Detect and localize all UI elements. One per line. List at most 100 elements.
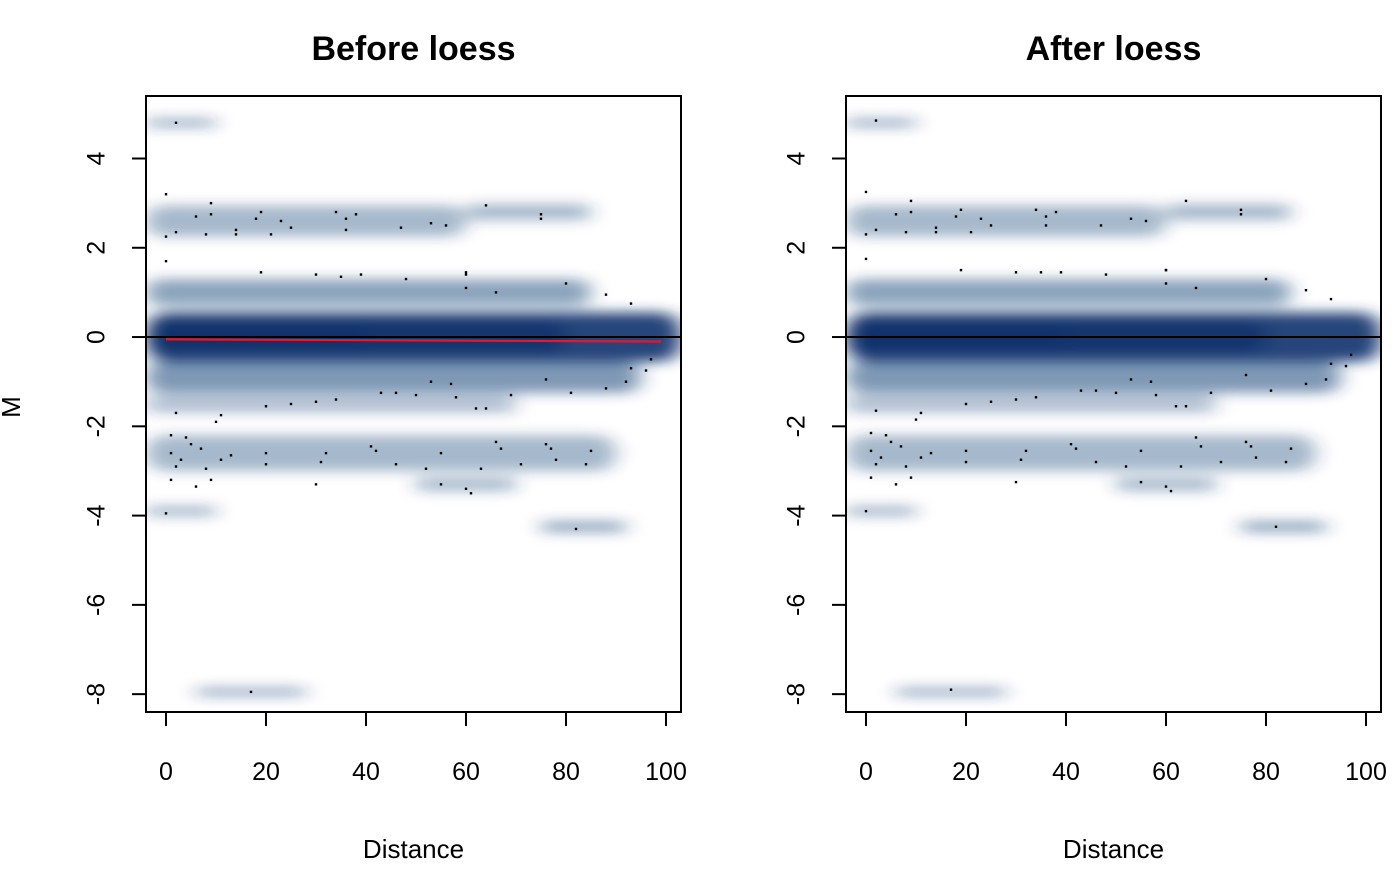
data-point: [444, 224, 448, 227]
data-point: [874, 409, 878, 412]
density-cluster-11: [146, 118, 216, 128]
data-point: [319, 460, 323, 464]
data-point: [1349, 353, 1353, 357]
data-point: [1274, 525, 1278, 528]
data-point: [174, 465, 178, 468]
density-cluster-13: [541, 521, 626, 533]
data-point: [1264, 277, 1268, 281]
data-point: [1044, 224, 1048, 227]
data-point: [1059, 271, 1063, 274]
data-point: [934, 226, 938, 229]
data-point: [1099, 224, 1103, 227]
data-point: [1104, 273, 1108, 276]
data-point: [954, 215, 958, 218]
density-cluster-10: [1116, 477, 1216, 492]
data-point: [1344, 364, 1348, 368]
data-point: [1079, 389, 1083, 392]
x-tick-label: 100: [1345, 758, 1387, 786]
data-point: [554, 458, 558, 461]
data-point: [1144, 219, 1148, 223]
data-point: [249, 690, 253, 694]
data-point: [1034, 396, 1038, 399]
density-cluster-14: [896, 687, 1006, 697]
data-point: [209, 213, 213, 216]
data-point: [864, 233, 868, 236]
data-point: [1174, 405, 1178, 408]
data-point: [544, 442, 548, 446]
x-tick-label: 80: [552, 758, 580, 786]
density-cluster-9: [846, 395, 1216, 413]
data-point: [324, 451, 328, 455]
data-point: [399, 226, 403, 229]
data-point: [989, 224, 993, 227]
data-point: [479, 467, 483, 470]
data-point: [604, 387, 608, 390]
data-point: [989, 400, 993, 403]
density-cluster-12: [846, 506, 916, 516]
x-tick-label: 60: [452, 758, 480, 786]
chart-title: After loess: [1026, 30, 1202, 68]
y-tick-label: -8: [83, 683, 111, 705]
data-point: [969, 230, 973, 234]
density-cluster-4: [846, 361, 1341, 393]
data-point: [264, 463, 268, 466]
data-point: [1019, 458, 1023, 461]
data-point: [214, 420, 218, 424]
data-point: [1074, 447, 1078, 450]
points-layer: [864, 119, 1353, 691]
data-point: [1139, 480, 1143, 484]
points-layer: [164, 121, 653, 694]
data-point: [899, 445, 903, 448]
data-point: [344, 228, 348, 232]
y-tick-label: 0: [783, 330, 811, 344]
data-point: [949, 688, 953, 691]
data-point: [234, 233, 238, 236]
density-cluster-6: [146, 205, 466, 237]
data-point: [289, 402, 293, 406]
data-point: [164, 193, 168, 196]
loess-fit-line: [165, 338, 662, 343]
data-point: [569, 391, 573, 395]
data-point: [1054, 210, 1058, 214]
data-point: [469, 492, 473, 495]
density-cluster-11: [846, 118, 916, 128]
y-tick-label: -6: [83, 594, 111, 616]
data-point: [1254, 456, 1258, 459]
data-point: [439, 451, 443, 455]
density-cluster-4: [146, 361, 641, 393]
data-point: [1269, 389, 1273, 392]
data-point: [889, 440, 893, 444]
density-cluster-5: [846, 279, 1291, 306]
data-point: [1044, 215, 1048, 218]
data-point: [1179, 465, 1183, 468]
data-point: [919, 411, 923, 415]
data-point: [194, 215, 198, 218]
data-point: [964, 402, 968, 406]
data-point: [464, 273, 468, 276]
data-point: [874, 228, 878, 232]
data-point: [1154, 393, 1158, 397]
data-point: [169, 451, 173, 455]
data-point: [374, 449, 378, 453]
data-point: [1209, 391, 1213, 395]
data-point: [589, 449, 593, 453]
data-point: [1194, 436, 1198, 439]
data-point: [429, 222, 433, 225]
data-point: [179, 458, 183, 461]
density-cluster-5: [146, 279, 591, 306]
data-point: [1239, 208, 1243, 212]
data-point: [624, 380, 628, 383]
data-point: [484, 204, 488, 207]
data-point: [649, 358, 653, 361]
density-cluster-6: [846, 205, 1166, 237]
data-point: [344, 217, 348, 220]
data-point: [864, 190, 868, 194]
data-point: [164, 259, 168, 263]
data-point: [174, 411, 178, 415]
data-point: [1239, 213, 1243, 216]
data-point: [199, 447, 203, 450]
data-point: [1284, 460, 1288, 464]
data-point: [219, 458, 223, 461]
data-point: [904, 465, 908, 468]
density-layer: [846, 118, 1381, 697]
